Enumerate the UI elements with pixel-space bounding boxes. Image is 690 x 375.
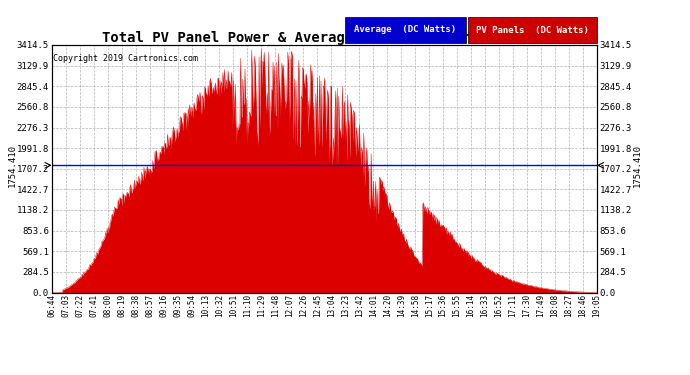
Text: 1754.410: 1754.410: [633, 144, 642, 187]
FancyBboxPatch shape: [469, 17, 597, 43]
Text: Copyright 2019 Cartronics.com: Copyright 2019 Cartronics.com: [53, 54, 198, 63]
Title: Total PV Panel Power & Average Power Tue Mar 26 19:17: Total PV Panel Power & Average Power Tue…: [102, 31, 546, 45]
FancyBboxPatch shape: [345, 17, 466, 43]
Text: PV Panels  (DC Watts): PV Panels (DC Watts): [476, 26, 589, 34]
Text: 1754.410: 1754.410: [8, 144, 17, 187]
Text: Average  (DC Watts): Average (DC Watts): [355, 26, 457, 34]
